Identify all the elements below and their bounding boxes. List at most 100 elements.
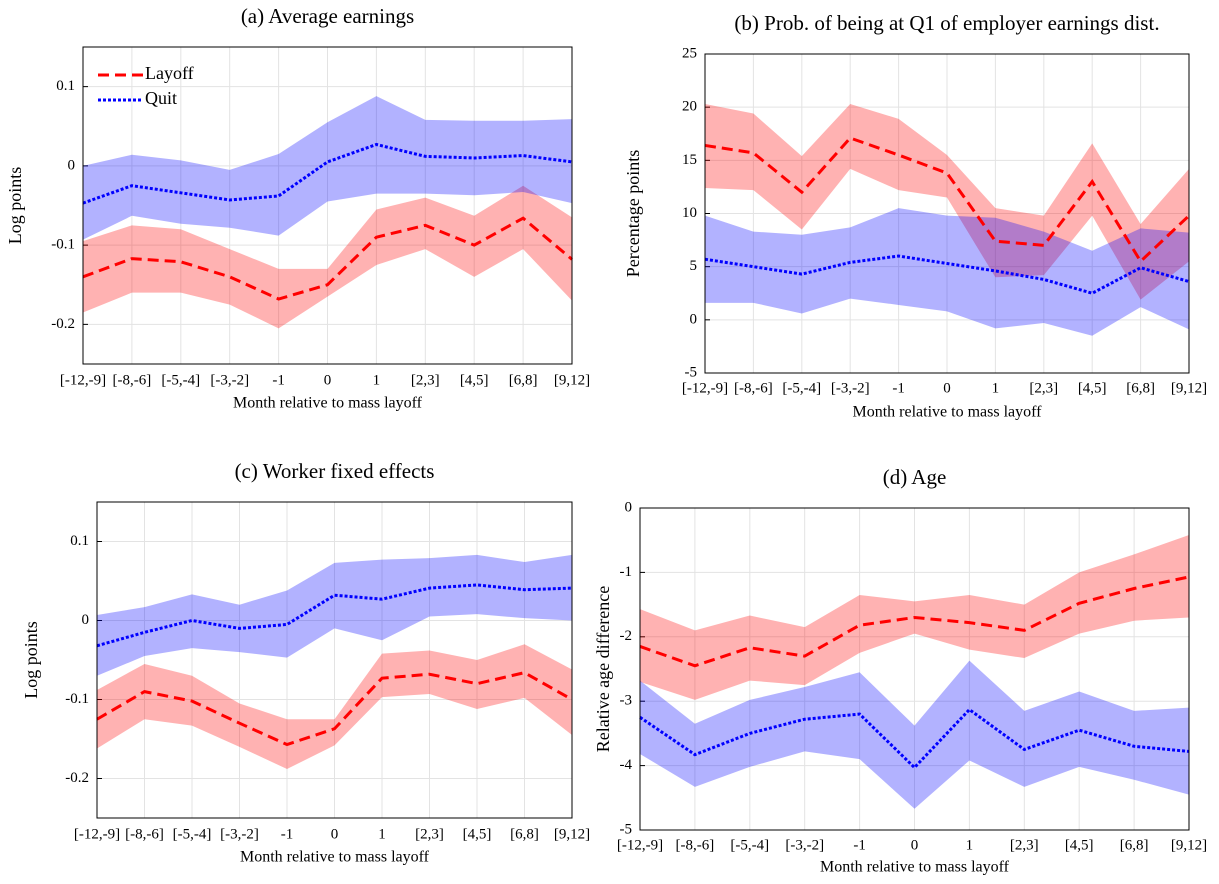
y-tick-label: 10	[682, 205, 697, 221]
x-tick-label: [-3,-2]	[785, 837, 824, 853]
x-tick-label: 1	[378, 826, 386, 842]
x-tick-label: 0	[911, 837, 919, 853]
x-tick-label: 0	[331, 826, 339, 842]
x-tick-label: [6,8]	[1120, 837, 1149, 853]
x-tick-label: [-5,-4]	[782, 380, 821, 396]
panel: (c) Worker fixed effects Log points Month …	[21, 459, 590, 866]
plot-frame	[82, 46, 573, 365]
series-line	[704, 136, 1191, 264]
x-tick-label: [-3,-2]	[831, 380, 870, 396]
x-tick-label: [-12,-9]	[617, 837, 663, 853]
plot-frame	[704, 53, 1190, 374]
series-line	[639, 707, 1190, 770]
x-axis-label: Month relative to mass layoff	[820, 859, 1010, 876]
x-tick-label: [-5,-4]	[173, 826, 212, 842]
panel-title: (a) Average earnings	[241, 4, 414, 28]
x-tick-label: [4,5]	[1078, 380, 1107, 396]
x-tick-label: [6,8]	[509, 372, 538, 388]
x-tick-label: [2,3]	[415, 826, 444, 842]
y-tick-label: -0.2	[65, 770, 89, 786]
x-tick-label: 1	[373, 372, 381, 388]
y-tick-label: -5	[620, 821, 633, 837]
x-tick-label: [4,5]	[460, 372, 489, 388]
x-tick-label: [-5,-4]	[730, 837, 769, 853]
y-tick-label: 0	[68, 157, 76, 173]
y-axis-label: Log points	[5, 167, 25, 245]
x-tick-label: -1	[281, 826, 294, 842]
y-tick-label: -0.1	[51, 237, 75, 253]
legend-label: Layoff	[145, 63, 194, 83]
y-tick-label: -0.1	[65, 691, 89, 707]
x-tick-label: -1	[853, 837, 866, 853]
confidence-band	[83, 185, 572, 329]
legend-label: Quit	[145, 88, 177, 108]
series-line	[96, 583, 573, 648]
y-tick-label: 0	[690, 311, 698, 327]
series-line	[82, 142, 573, 205]
x-tick-label: [-12,-9]	[682, 380, 728, 396]
x-tick-label: [-8,-6]	[125, 826, 164, 842]
confidence-band	[83, 96, 572, 240]
y-tick-label: 0	[82, 612, 90, 628]
x-tick-label: [9,12]	[554, 826, 590, 842]
plot-frame	[96, 501, 573, 819]
x-tick-label: -1	[892, 380, 905, 396]
x-tick-label: [6,8]	[510, 826, 539, 842]
x-tick-label: 0	[943, 380, 951, 396]
x-tick-label: [2,3]	[1010, 837, 1039, 853]
confidence-band	[640, 660, 1189, 809]
y-tick-label: 20	[682, 99, 697, 115]
x-tick-label: -1	[272, 372, 285, 388]
confidence-band	[97, 644, 572, 770]
x-axis-label: Month relative to mass layoff	[240, 849, 430, 866]
y-axis-label: Relative age difference	[593, 586, 613, 753]
x-tick-label: [2,3]	[411, 372, 440, 388]
confidence-band	[705, 208, 1189, 336]
y-tick-label: 0.1	[70, 533, 89, 549]
x-tick-label: [2,3]	[1029, 380, 1058, 396]
series-line	[96, 671, 573, 747]
y-tick-label: -0.2	[51, 316, 75, 332]
y-tick-label: -3	[620, 693, 633, 709]
confidence-band	[705, 103, 1189, 300]
y-axis-label: Log points	[21, 621, 41, 699]
x-axis-label: Month relative to mass layoff	[853, 404, 1043, 421]
x-tick-label: [9,12]	[1171, 837, 1207, 853]
panel-title: (d) Age	[883, 465, 947, 489]
series-line	[639, 575, 1190, 668]
y-tick-label: -5	[685, 364, 698, 380]
x-tick-label: [-8,-6]	[113, 372, 152, 388]
y-tick-label: 0	[625, 499, 633, 515]
series-line	[704, 254, 1190, 295]
y-tick-label: 0.1	[56, 78, 75, 94]
panel: (d) Age Relative age difference Month rela…	[593, 465, 1207, 876]
y-tick-label: 5	[690, 258, 698, 274]
y-tick-label: -1	[620, 564, 633, 580]
panel: (a) Average earnings Log points Month rela…	[5, 4, 590, 412]
x-tick-label: [-8,-6]	[734, 380, 773, 396]
plot-frame	[639, 507, 1190, 831]
x-tick-label: 1	[966, 837, 974, 853]
x-tick-label: [-3,-2]	[220, 826, 259, 842]
x-tick-label: 0	[324, 372, 332, 388]
y-tick-label: 15	[682, 152, 697, 168]
y-tick-label: -2	[620, 628, 633, 644]
y-tick-label: -4	[620, 757, 633, 773]
x-tick-label: [9,12]	[1171, 380, 1207, 396]
x-tick-label: [6,8]	[1126, 380, 1155, 396]
x-tick-label: [-8,-6]	[676, 837, 715, 853]
x-tick-label: [-3,-2]	[210, 372, 249, 388]
series-line	[82, 216, 573, 301]
y-tick-label: 25	[682, 45, 697, 61]
x-axis-label: Month relative to mass layoff	[233, 395, 423, 412]
x-tick-label: [-12,-9]	[74, 826, 120, 842]
panel: (b) Prob. of being at Q1 of employer ear…	[623, 11, 1207, 421]
panel-title: (b) Prob. of being at Q1 of employer ear…	[734, 11, 1159, 35]
x-tick-label: 1	[992, 380, 1000, 396]
x-tick-label: [4,5]	[1065, 837, 1094, 853]
y-axis-label: Percentage points	[623, 150, 643, 277]
panel-title: (c) Worker fixed effects	[235, 459, 435, 483]
x-tick-label: [-12,-9]	[60, 372, 106, 388]
